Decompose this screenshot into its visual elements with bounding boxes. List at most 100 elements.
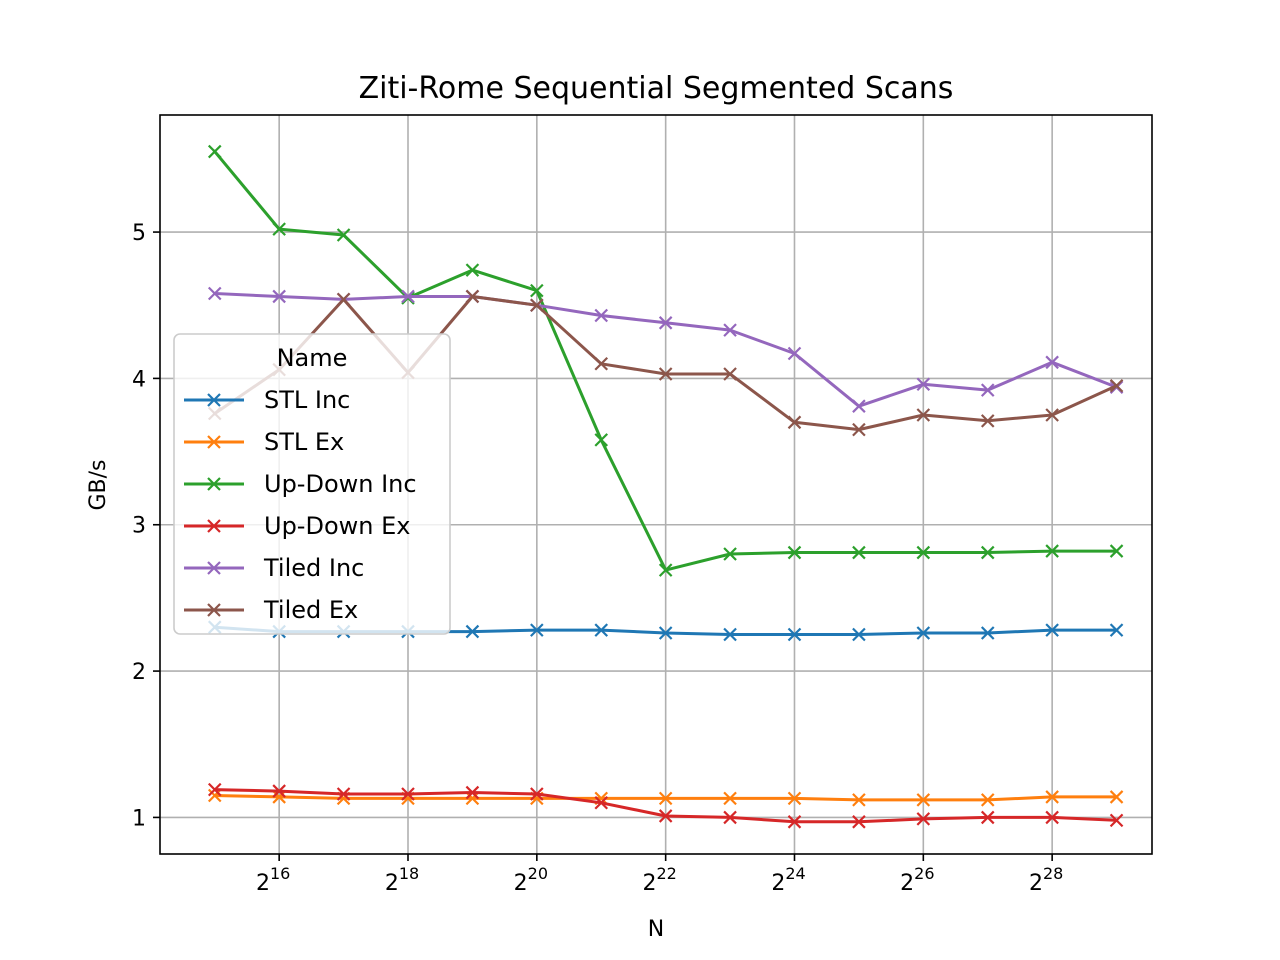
data-point-up-down-inc: [530, 283, 544, 298]
chart-title: Ziti-Rome Sequential Segmented Scans: [359, 71, 954, 106]
x-tick-label: 222: [642, 864, 676, 896]
x-tick-label: 218: [385, 864, 419, 896]
data-point-stl-inc: [530, 623, 544, 637]
data-point-tiled-inc: [852, 399, 866, 413]
legend-box: [173, 333, 451, 635]
y-tick-label: 2: [132, 660, 146, 685]
data-point-up-down-ex: [723, 810, 737, 825]
legend-entry-up-down-ex: Up-Down Ex: [184, 512, 410, 540]
data-point-up-down-ex: [401, 787, 415, 801]
data-point-tiled-inc: [916, 377, 931, 392]
legend-entry-up-down-inc: Up-Down Inc: [184, 470, 417, 498]
x-tick-label: 228: [1029, 864, 1063, 896]
data-point-tiled-ex: [336, 292, 351, 307]
data-point-tiled-ex: [787, 415, 802, 430]
data-point-up-down-inc: [272, 222, 286, 236]
data-point-up-down-inc: [594, 433, 609, 447]
data-point-tiled-inc: [272, 289, 286, 304]
data-point-stl-ex: [852, 793, 866, 807]
data-point-stl-ex: [723, 791, 737, 806]
data-point-up-down-inc: [207, 144, 222, 159]
data-point-up-down-inc: [658, 563, 673, 577]
legend-marker-up-down-inc: [207, 477, 221, 491]
data-point-stl-inc: [465, 624, 480, 639]
legend-marker-tiled-ex: [207, 603, 221, 617]
data-point-up-down-inc: [723, 547, 737, 561]
legend-marker-stl-inc: [207, 393, 221, 407]
data-point-tiled-ex: [594, 356, 609, 371]
legend-label-tiled-ex: Tiled Ex: [263, 596, 358, 624]
data-point-stl-inc: [980, 626, 995, 640]
legend-label-stl-ex: STL Ex: [264, 428, 344, 456]
y-tick-label: 3: [132, 514, 146, 539]
legend-title: Name: [277, 344, 348, 372]
data-point-up-down-ex: [465, 785, 480, 800]
data-point-up-down-inc: [980, 545, 995, 560]
data-point-up-down-ex: [336, 787, 351, 801]
data-point-up-down-inc: [1109, 544, 1124, 558]
legend-label-up-down-ex: Up-Down Ex: [264, 512, 410, 540]
data-point-tiled-ex: [916, 408, 931, 422]
legend-marker-stl-ex: [207, 435, 221, 449]
data-point-stl-ex: [207, 788, 222, 803]
legend: Name STL Inc STL Ex Up-Down Inc Up-Down Ex T…: [173, 333, 451, 635]
data-point-tiled-ex: [980, 414, 995, 428]
data-point-tiled-inc: [594, 308, 609, 323]
legend-entry-tiled-ex: Tiled Ex: [184, 596, 358, 624]
data-point-stl-inc: [916, 626, 931, 640]
data-point-stl-inc: [787, 627, 802, 642]
data-point-stl-ex: [1109, 790, 1124, 804]
data-point-tiled-ex: [1109, 378, 1124, 393]
data-point-up-down-inc: [916, 545, 931, 560]
series-up-down-ex: [207, 782, 1124, 829]
legend-entry-tiled-inc: Tiled Inc: [184, 554, 364, 582]
y-tick-label: 4: [132, 367, 146, 392]
data-point-stl-ex: [658, 791, 673, 806]
data-point-tiled-ex: [658, 367, 673, 381]
legend-entries: STL Inc STL Ex Up-Down Inc Up-Down Ex Tiled …: [184, 386, 417, 624]
plot-frame: [159, 114, 1153, 855]
legend-marker-tiled-inc: [207, 561, 221, 575]
data-point-up-down-inc: [465, 263, 480, 277]
data-point-stl-inc: [852, 627, 866, 642]
data-point-tiled-inc: [658, 316, 673, 330]
data-point-stl-ex: [272, 790, 286, 804]
data-point-up-down-inc: [336, 228, 351, 242]
data-point-tiled-ex: [723, 367, 737, 381]
legend-entry-stl-inc: STL Inc: [184, 386, 350, 414]
data-point-stl-inc: [1045, 623, 1059, 637]
data-point-up-down-ex: [916, 812, 931, 826]
data-point-up-down-ex: [787, 815, 802, 829]
data-point-up-down-ex: [1109, 813, 1124, 828]
y-tick-label: 1: [132, 806, 146, 831]
x-tick-label: 226: [900, 864, 934, 896]
legend-label-up-down-inc: Up-Down Inc: [264, 470, 417, 498]
data-point-tiled-ex: [852, 422, 866, 437]
data-point-tiled-inc: [723, 323, 737, 337]
y-axis-label: GB/s: [86, 459, 111, 510]
data-point-tiled-inc: [1045, 355, 1059, 370]
x-tick-label: 216: [256, 864, 290, 896]
data-point-tiled-ex: [1045, 408, 1059, 422]
x-axis-label: N: [648, 917, 664, 942]
data-point-stl-ex: [916, 793, 931, 807]
data-point-stl-inc: [594, 623, 609, 637]
y-tick-label: 5: [132, 221, 146, 246]
data-point-up-down-ex: [594, 796, 609, 810]
x-tick-label: 220: [514, 864, 548, 896]
data-point-tiled-inc: [401, 289, 415, 304]
data-point-tiled-inc: [787, 346, 802, 361]
legend-entry-stl-ex: STL Ex: [184, 428, 344, 456]
data-point-stl-ex: [1045, 790, 1059, 804]
data-point-up-down-ex: [530, 787, 544, 801]
data-point-up-down-ex: [272, 784, 286, 798]
data-point-tiled-inc: [207, 286, 222, 301]
data-point-up-down-ex: [658, 809, 673, 823]
ticks: 216 218 220 222 224 226 228 1 2 3 4 5: [132, 221, 1063, 896]
legend-label-stl-inc: STL Inc: [264, 386, 350, 414]
data-point-stl-inc: [1109, 623, 1124, 637]
data-point-stl-ex: [465, 791, 480, 806]
data-point-up-down-ex: [207, 782, 222, 797]
data-point-tiled-ex: [530, 298, 544, 313]
